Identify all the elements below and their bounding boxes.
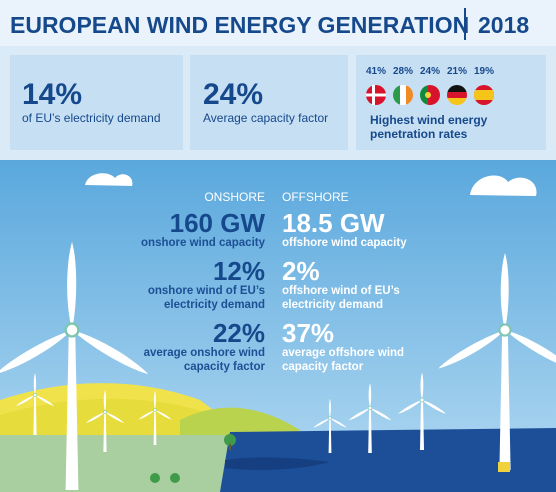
onshore-heading: ONSHORE — [150, 190, 265, 204]
rate: 28% — [393, 66, 413, 77]
rate: 41% — [366, 66, 386, 77]
scenery — [0, 0, 556, 492]
offshore-value: 18.5 GW — [282, 210, 427, 236]
offshore-label: offshore wind capacity — [282, 236, 427, 258]
offshore-value: 2% — [282, 258, 427, 284]
stat-value: 14% — [22, 80, 82, 110]
offshore-label: average offshore wind capacity factor — [282, 346, 427, 374]
onshore-label: average onshore wind capacity factor — [110, 346, 265, 374]
offshore-value: 37% — [282, 320, 427, 346]
onshore-label: onshore wind capacity — [110, 236, 265, 258]
offshore-heading: OFFSHORE — [282, 190, 349, 204]
onshore-column: 160 GW onshore wind capacity 12% onshore… — [110, 210, 265, 374]
rates-label: Highest wind energy penetration rates — [370, 113, 500, 141]
onshore-value: 160 GW — [110, 210, 265, 236]
rate: 24% — [420, 66, 440, 77]
offshore-label: offshore wind of EU’s electricity demand — [282, 284, 402, 320]
infographic: EUROPEAN WIND ENERGY GENERATION 2018 14%… — [0, 0, 556, 492]
year: 2018 — [478, 12, 529, 39]
stat-label: of EU’s electricity demand — [22, 111, 161, 125]
rate: 19% — [474, 66, 494, 77]
stat-label: Average capacity factor — [203, 111, 328, 125]
title: EUROPEAN WIND ENERGY GENERATION — [10, 12, 469, 39]
onshore-value: 12% — [110, 258, 265, 284]
offshore-column: 18.5 GW offshore wind capacity 2% offsho… — [282, 210, 427, 374]
onshore-label: onshore wind of EU’s electricity demand — [130, 284, 265, 320]
rate: 21% — [447, 66, 467, 77]
onshore-value: 22% — [110, 320, 265, 346]
stat-value: 24% — [203, 80, 263, 110]
